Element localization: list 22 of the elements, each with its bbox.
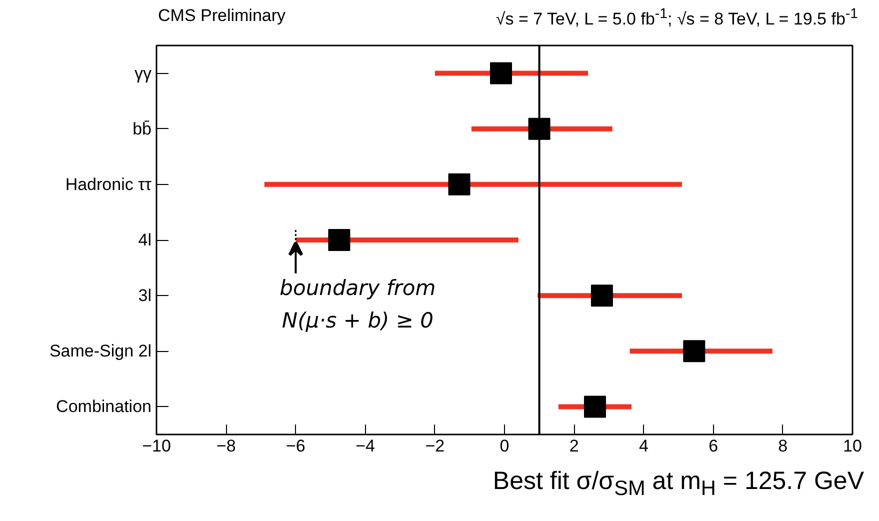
y-tick-label: 3l bbox=[138, 286, 152, 306]
x-tick-label: 10 bbox=[843, 436, 862, 456]
chart-subtitle: √s = 7 TeV, L = 5.0 fb$^{-1}$; √s = 8 TeV, L = 19.5 fb$^{-1}$ bbox=[496, 5, 858, 31]
y-tick-label: Hadronic ττ bbox=[65, 174, 152, 194]
y-tick-label: Combination bbox=[56, 397, 152, 416]
y-tick-label: Same-Sign 2l bbox=[49, 342, 152, 361]
chart-title: CMS Preliminary bbox=[158, 5, 286, 27]
y-tick-label: 4l bbox=[138, 230, 152, 250]
y-tick-label: γγ bbox=[134, 64, 152, 83]
x-tick-label: −4 bbox=[356, 436, 375, 456]
x-tick-label: 8 bbox=[778, 436, 788, 456]
x-tick-label: −8 bbox=[216, 436, 236, 456]
x-tick-label: −2 bbox=[425, 436, 445, 456]
x-axis-title: Best fit σ/σ$_{SM}$ at m$_{H}$ = 125.7 GeV bbox=[492, 466, 864, 502]
x-tick-label: −6 bbox=[286, 436, 306, 456]
x-tick-label: 6 bbox=[708, 436, 718, 456]
x-tick-label: −10 bbox=[142, 436, 171, 456]
annotation: boundary from N(μ·s + b) ≥ 0 bbox=[280, 276, 436, 333]
x-tick-label: 0 bbox=[500, 436, 510, 456]
y-tick-label: bb̄ bbox=[132, 119, 152, 138]
x-tick-label: 4 bbox=[638, 436, 648, 456]
x-tick-label: 2 bbox=[569, 436, 579, 456]
